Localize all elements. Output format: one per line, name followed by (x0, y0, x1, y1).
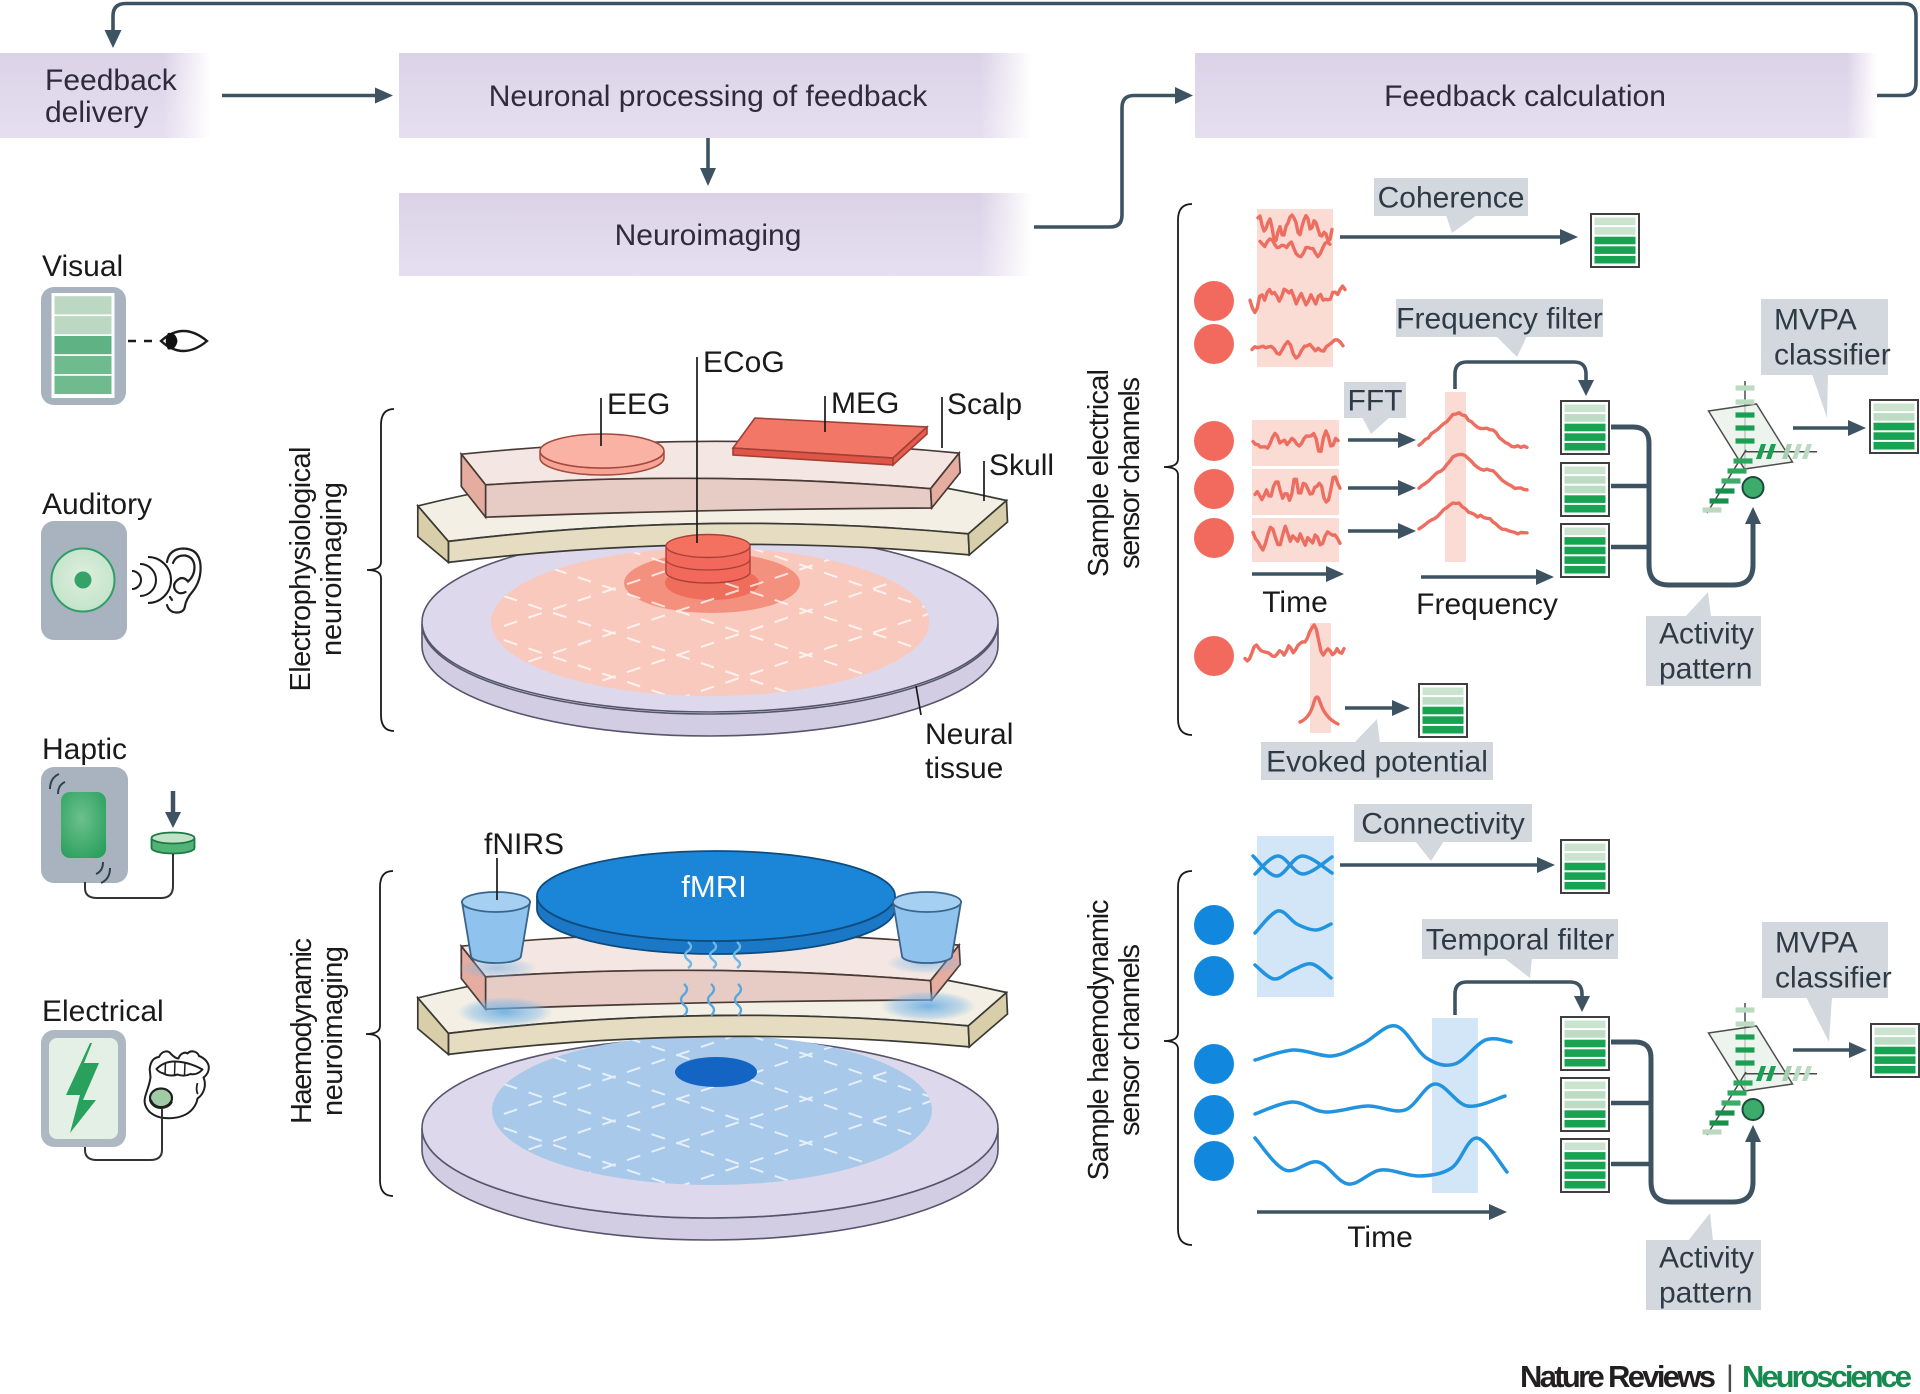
svg-text:FFT: FFT (1348, 385, 1403, 418)
svg-text:MVPA: MVPA (1774, 304, 1857, 337)
svg-text:Scalp: Scalp (947, 388, 1022, 421)
svg-text:classifier: classifier (1775, 962, 1892, 995)
svg-text:Temporal filter: Temporal filter (1426, 924, 1614, 957)
svg-text:classifier: classifier (1774, 339, 1891, 372)
svg-text:Sample haemodynamic: Sample haemodynamic (1083, 900, 1115, 1181)
svg-text:Nature Reviews: Nature Reviews (1520, 1359, 1716, 1394)
svg-text:Time: Time (1347, 1221, 1413, 1254)
svg-text:pattern: pattern (1659, 653, 1752, 686)
svg-text:Auditory: Auditory (42, 488, 152, 521)
svg-text:EEG: EEG (607, 388, 670, 421)
svg-text:Sample electrical: Sample electrical (1083, 369, 1115, 577)
svg-text:Neuronal processing of feedbac: Neuronal processing of feedback (489, 80, 929, 113)
svg-text:MVPA: MVPA (1775, 927, 1858, 960)
svg-text:Coherence: Coherence (1378, 182, 1525, 215)
svg-text:Feedback calculation: Feedback calculation (1384, 80, 1666, 113)
svg-text:Haptic: Haptic (42, 733, 127, 766)
svg-text:Frequency: Frequency (1416, 588, 1558, 621)
svg-text:Neuroscience: Neuroscience (1742, 1359, 1912, 1394)
svg-text:|: | (1726, 1360, 1734, 1393)
svg-text:tissue: tissue (925, 752, 1003, 785)
svg-text:Haemodynamic: Haemodynamic (286, 938, 318, 1124)
svg-text:Activity: Activity (1659, 618, 1754, 651)
svg-text:delivery: delivery (45, 96, 148, 129)
svg-text:Neuroimaging: Neuroimaging (615, 219, 802, 252)
svg-text:Visual: Visual (42, 250, 123, 283)
svg-text:Electrophysiological: Electrophysiological (285, 447, 317, 692)
svg-text:Feedback: Feedback (45, 64, 178, 97)
svg-text:Connectivity: Connectivity (1361, 808, 1524, 841)
svg-text:fMRI: fMRI (681, 869, 746, 904)
svg-text:sensor channels: sensor channels (1114, 377, 1146, 569)
svg-text:Evoked potential: Evoked potential (1266, 746, 1488, 779)
svg-text:MEG: MEG (831, 387, 899, 420)
svg-text:Time: Time (1262, 586, 1328, 619)
svg-text:Frequency filter: Frequency filter (1396, 303, 1603, 336)
svg-text:Electrical: Electrical (42, 995, 164, 1028)
svg-text:sensor channels: sensor channels (1114, 944, 1146, 1136)
svg-text:neuroimaging: neuroimaging (316, 482, 348, 656)
svg-text:Activity: Activity (1659, 1242, 1754, 1275)
svg-text:Skull: Skull (989, 449, 1054, 482)
svg-text:ECoG: ECoG (703, 346, 785, 379)
svg-text:pattern: pattern (1659, 1277, 1752, 1310)
svg-text:neuroimaging: neuroimaging (317, 946, 349, 1116)
svg-text:Neural: Neural (925, 718, 1013, 751)
svg-text:fNIRS: fNIRS (484, 828, 564, 861)
